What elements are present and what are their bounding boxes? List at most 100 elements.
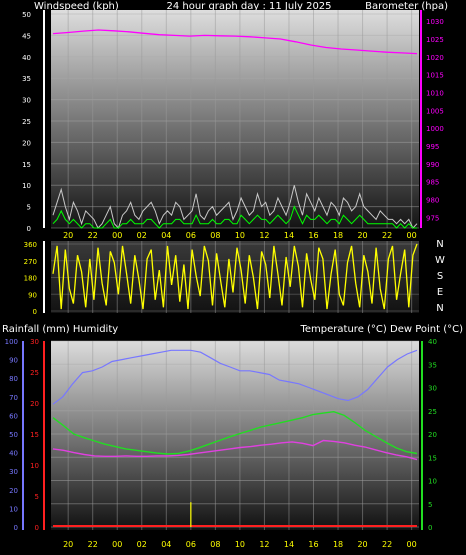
humidity-tick-label: 50 bbox=[9, 431, 18, 439]
time-tick-label: 18 bbox=[333, 540, 343, 549]
windspeed-title: Windspeed (kph) bbox=[34, 1, 119, 12]
humidity-tick-label: 60 bbox=[9, 412, 18, 420]
temperature-tick-label: 15 bbox=[428, 454, 437, 462]
windspeed-tick-label: 25 bbox=[22, 118, 31, 126]
rainfall-tick-label: 25 bbox=[30, 369, 39, 377]
windspeed-tick-label: 15 bbox=[22, 161, 31, 169]
humidity-tick-label: 30 bbox=[9, 468, 18, 476]
direction-degrees-axis: 0 90 180 270 360 bbox=[24, 241, 45, 316]
time-tick-label: 20 bbox=[357, 540, 367, 549]
time-tick-label: 12 bbox=[259, 231, 269, 240]
barometer-tick-label: 1015 bbox=[426, 72, 444, 80]
temperature-tick-label: 20 bbox=[428, 431, 437, 439]
barometer-tick-label: 1025 bbox=[426, 36, 444, 44]
dew-point-line bbox=[52, 439, 418, 461]
direction-panel-series bbox=[52, 243, 418, 310]
time-tick-label: 20 bbox=[63, 540, 73, 549]
temperature-tick-label: 25 bbox=[428, 408, 437, 416]
direction-tick-label: 360 bbox=[24, 241, 37, 249]
barometer-tick-label: 1030 bbox=[426, 18, 444, 26]
wind-panel-series bbox=[52, 29, 418, 229]
wind-gust-line bbox=[52, 185, 418, 229]
direction-tick-label: 270 bbox=[24, 258, 37, 266]
compass-label: W bbox=[435, 255, 445, 266]
humidity-tick-label: 10 bbox=[9, 505, 18, 513]
graph-date-title: 24 hour graph day : 11 July 2025 bbox=[166, 1, 331, 12]
barometer-tick-label: 990 bbox=[426, 161, 439, 169]
time-tick-label: 08 bbox=[210, 540, 220, 549]
time-tick-label: 00 bbox=[407, 540, 417, 549]
windspeed-tick-label: 30 bbox=[22, 97, 31, 105]
direction-tick-label: 90 bbox=[28, 291, 37, 299]
humidity-tick-label: 40 bbox=[9, 450, 18, 458]
temperature-dewpoint-title: Temperature (°C) Dew Point (°C) bbox=[300, 324, 464, 335]
barometer-tick-label: 995 bbox=[426, 143, 439, 151]
compass-label: S bbox=[437, 271, 443, 282]
windspeed-axis: 0 5 10 15 20 25 30 35 40 45 50 bbox=[22, 10, 45, 233]
time-tick-label: 22 bbox=[88, 540, 98, 549]
barometer-tick-label: 975 bbox=[426, 214, 439, 222]
windspeed-tick-label: 5 bbox=[27, 204, 31, 212]
rain-humidity-title: Rainfall (mm) Humidity bbox=[2, 324, 118, 335]
rainfall-tick-label: 5 bbox=[35, 493, 39, 501]
rainfall-tick-label: 10 bbox=[30, 462, 39, 470]
wind-panel-background bbox=[51, 10, 419, 228]
barometer-tick-label: 980 bbox=[426, 196, 439, 204]
temperature-tick-label: 5 bbox=[428, 501, 432, 509]
windspeed-tick-label: 35 bbox=[22, 75, 31, 83]
wind-panel-time-axis: 20 22 00 02 04 06 08 10 12 14 16 18 20 22 00 bbox=[63, 231, 417, 240]
rainfall-tick-label: 30 bbox=[30, 338, 39, 346]
temperature-panel-time-axis: 20 22 00 02 04 06 08 10 12 14 16 18 20 22 00 bbox=[63, 540, 417, 549]
time-tick-label: 22 bbox=[382, 231, 392, 240]
direction-tick-label: 180 bbox=[24, 275, 37, 283]
humidity-line bbox=[52, 349, 418, 405]
time-tick-label: 12 bbox=[259, 540, 269, 549]
time-tick-label: 22 bbox=[382, 540, 392, 549]
time-tick-label: 06 bbox=[186, 540, 196, 549]
windspeed-tick-label: 0 bbox=[27, 225, 31, 233]
humidity-tick-label: 70 bbox=[9, 394, 18, 402]
time-tick-label: 10 bbox=[235, 540, 245, 549]
humidity-axis: 0 10 20 30 40 50 60 70 80 90 100 bbox=[5, 338, 24, 532]
time-tick-label: 14 bbox=[284, 231, 294, 240]
humidity-tick-label: 80 bbox=[9, 375, 18, 383]
direction-tick-label: 0 bbox=[33, 308, 37, 316]
temperature-tick-label: 0 bbox=[428, 524, 432, 532]
time-tick-label: 02 bbox=[137, 540, 147, 549]
wind-panel-grid bbox=[51, 10, 419, 229]
compass-label: N bbox=[436, 239, 443, 250]
rainfall-tick-label: 0 bbox=[35, 524, 39, 532]
barometer-tick-label: 1005 bbox=[426, 107, 444, 115]
rainfall-axis: 0 5 10 15 20 25 30 bbox=[30, 338, 45, 532]
time-tick-label: 06 bbox=[186, 231, 196, 240]
humidity-tick-label: 0 bbox=[14, 524, 18, 532]
barometer-title: Barometer (hpa) bbox=[365, 1, 448, 12]
barometer-tick-label: 1020 bbox=[426, 54, 444, 62]
time-tick-label: 20 bbox=[357, 231, 367, 240]
windspeed-tick-label: 40 bbox=[22, 54, 31, 62]
rainfall-tick-label: 15 bbox=[30, 431, 39, 439]
temperature-tick-label: 35 bbox=[428, 361, 437, 369]
temperature-tick-label: 10 bbox=[428, 478, 437, 486]
compass-label: N bbox=[436, 303, 443, 314]
direction-line bbox=[52, 243, 418, 310]
time-tick-label: 14 bbox=[284, 540, 294, 549]
time-tick-label: 22 bbox=[88, 231, 98, 240]
barometer-line bbox=[52, 29, 418, 55]
time-tick-label: 04 bbox=[161, 540, 171, 549]
time-tick-label: 16 bbox=[308, 540, 318, 549]
time-tick-label: 18 bbox=[333, 231, 343, 240]
windspeed-tick-label: 50 bbox=[22, 11, 31, 19]
barometer-axis: 975 980 985 990 995 1000 1005 1010 1015 1020 1025 1… bbox=[420, 10, 444, 228]
temperature-line bbox=[52, 410, 418, 455]
windspeed-tick-label: 45 bbox=[22, 32, 31, 40]
temperature-tick-label: 40 bbox=[428, 338, 437, 346]
humidity-tick-label: 20 bbox=[9, 487, 18, 495]
compass-label: E bbox=[437, 287, 443, 298]
barometer-tick-label: 985 bbox=[426, 179, 439, 187]
humidity-tick-label: 90 bbox=[9, 357, 18, 365]
windspeed-tick-label: 10 bbox=[22, 182, 31, 190]
